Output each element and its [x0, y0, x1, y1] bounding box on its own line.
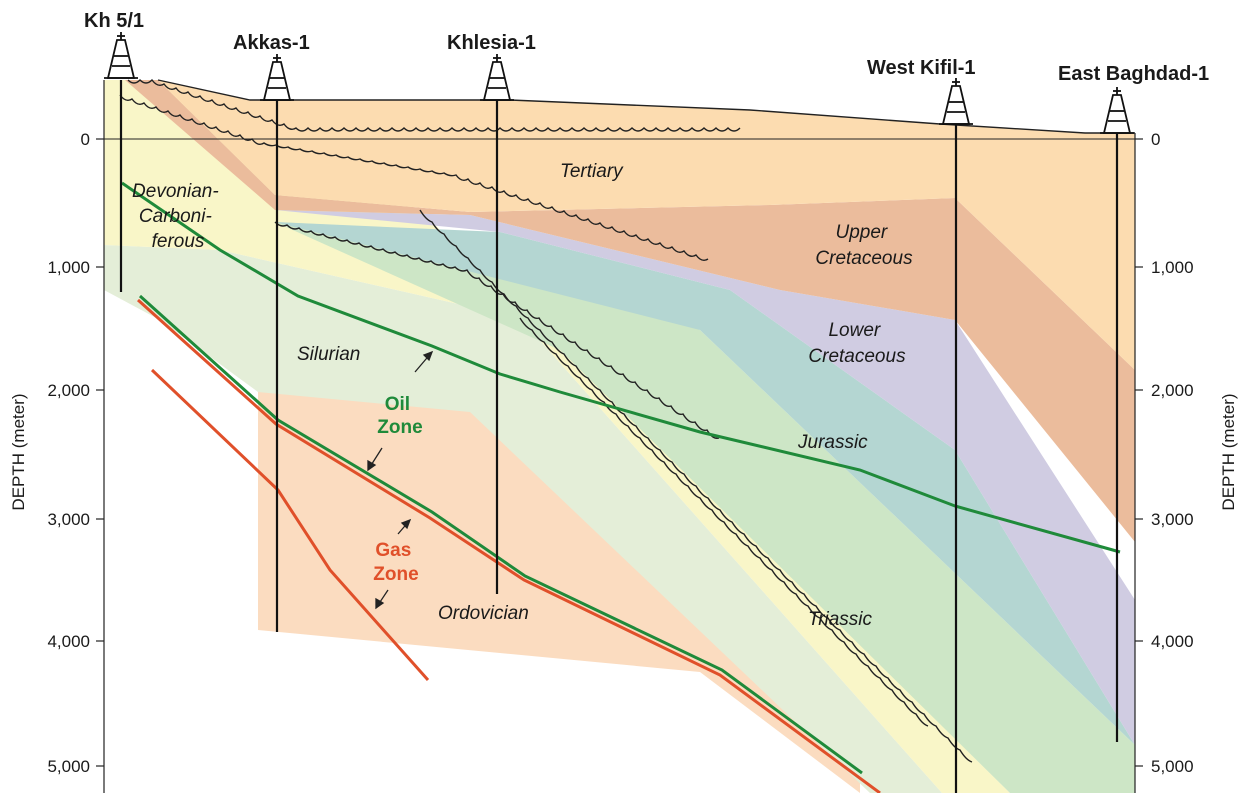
left-tick-labels: 0 1,000 2,000 3,000 4,000 5,000: [47, 130, 90, 776]
unit-label-triassic: Triassic: [808, 609, 873, 630]
unconformity-triassic-base: [519, 317, 929, 727]
unit-label-silurian: Silurian: [297, 344, 360, 365]
right-tick-label: 1,000: [1151, 258, 1194, 277]
right-tick-label: 2,000: [1151, 381, 1194, 400]
right-tick-label: 5,000: [1151, 757, 1194, 776]
left-tick-label: 0: [81, 130, 90, 149]
upper-cretaceous-fill: [125, 80, 1135, 542]
unit-label-jurassic: Jurassic: [797, 432, 868, 453]
left-tick-label: 3,000: [47, 510, 90, 529]
devonian-fill: [104, 80, 1010, 793]
right-tick-labels: 0 1,000 2,000 3,000 4,000 5,000: [1151, 130, 1194, 776]
gas-line-upper: [136, 298, 881, 793]
unit-label-devonian: Devonian- Carboni- ferous: [132, 181, 224, 252]
kh-derrick-icon: [104, 32, 138, 79]
unconformity-upper: [127, 78, 741, 132]
oil-zone-label: Oil Zone: [377, 394, 422, 438]
unconformity-triassic-top: [419, 209, 973, 763]
left-axis-title: DEPTH (meter): [9, 393, 28, 510]
unit-label-upper-cretaceous: Upper Cretaceous: [815, 222, 913, 269]
west-kifil-derrick-icon: [939, 78, 973, 125]
zone-arrows: [367, 350, 434, 610]
unconformity-lower-1: [119, 94, 709, 262]
right-tick-label: 4,000: [1151, 632, 1194, 651]
left-tick-label: 2,000: [47, 381, 90, 400]
well-label-west-kifil: West Kifil-1: [867, 57, 976, 79]
ground-surface: [157, 79, 1135, 134]
unit-label-tertiary: Tertiary: [560, 161, 624, 182]
well-bores: [119, 80, 1119, 793]
triassic-fill: [275, 222, 1135, 793]
akkas-derrick-icon: [260, 54, 294, 101]
tertiary-fill: [158, 80, 1135, 370]
right-tick-label: 3,000: [1151, 510, 1194, 529]
left-tick-label: 1,000: [47, 258, 90, 277]
well-label-akkas: Akkas-1: [233, 32, 310, 54]
right-ticks: [1135, 138, 1143, 767]
oil-line-lower: [138, 294, 863, 775]
right-tick-label: 0: [1151, 130, 1160, 149]
oil-line-upper: [121, 181, 1121, 554]
right-axis-title: DEPTH (meter): [1219, 393, 1238, 510]
left-tick-label: 5,000: [47, 757, 90, 776]
well-label-kh: Kh 5/1: [84, 10, 144, 32]
lower-cretaceous-fill: [275, 210, 1135, 745]
well-label-east-baghdad: East Baghdad-1: [1058, 63, 1209, 85]
unit-label-ordovician: Ordovician: [438, 603, 529, 624]
left-ticks: [96, 138, 104, 767]
jurassic-fill: [275, 222, 1135, 745]
khlesia-derrick-icon: [480, 54, 514, 101]
unit-label-lower-cretaceous: Lower Cretaceous: [808, 320, 906, 367]
left-tick-label: 4,000: [47, 632, 90, 651]
well-label-khlesia: Khlesia-1: [447, 32, 536, 54]
silurian-fill: [104, 245, 942, 793]
gas-zone-label: Gas Zone: [373, 540, 418, 585]
gas-line-lower: [150, 368, 430, 681]
east-baghdad-derrick-icon: [1100, 87, 1134, 134]
